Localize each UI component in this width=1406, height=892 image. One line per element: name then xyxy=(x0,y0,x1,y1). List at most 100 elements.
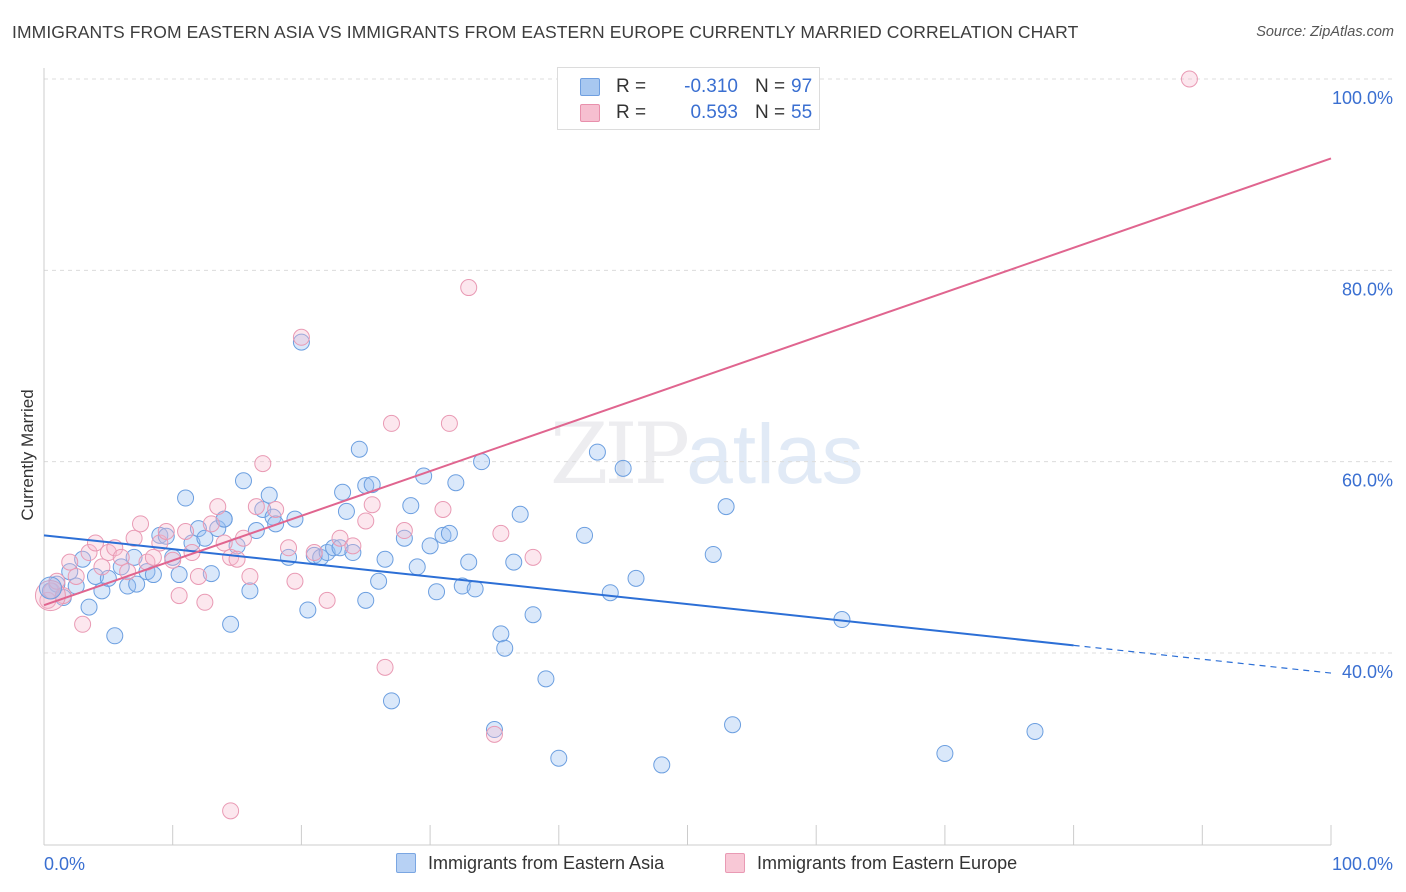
bottom-legend-swatch-blue xyxy=(396,853,416,873)
point-eastern-europe xyxy=(485,725,503,743)
point-eastern-asia xyxy=(440,524,458,542)
legend-r-label: R = xyxy=(616,102,647,123)
point-eastern-europe xyxy=(34,580,66,612)
point-eastern-asia xyxy=(466,580,484,598)
point-eastern-europe xyxy=(331,529,349,547)
point-eastern-europe xyxy=(363,496,381,514)
point-eastern-asia xyxy=(492,625,510,643)
point-eastern-asia xyxy=(86,567,104,585)
point-eastern-europe xyxy=(80,544,98,562)
point-eastern-europe xyxy=(434,501,452,518)
point-eastern-europe xyxy=(228,550,246,568)
point-eastern-europe xyxy=(61,553,79,571)
point-eastern-europe xyxy=(74,615,92,633)
point-eastern-europe xyxy=(376,658,394,676)
point-eastern-asia xyxy=(196,529,214,547)
watermark: ZIPatlas xyxy=(550,405,864,503)
point-eastern-asia xyxy=(241,582,259,600)
point-eastern-asia xyxy=(717,498,735,516)
point-eastern-asia xyxy=(453,577,471,595)
point-eastern-europe xyxy=(280,539,298,557)
point-eastern-asia xyxy=(382,692,400,710)
point-eastern-europe xyxy=(524,548,542,566)
point-eastern-asia xyxy=(511,505,529,523)
point-eastern-europe xyxy=(144,548,162,566)
point-eastern-asia xyxy=(537,670,555,688)
point-eastern-asia xyxy=(222,615,240,633)
point-eastern-asia xyxy=(370,572,388,590)
x-tick-label: 0.0% xyxy=(44,854,85,874)
point-eastern-europe xyxy=(254,455,272,473)
y-tick-label: 80.0% xyxy=(1342,279,1393,299)
point-eastern-europe xyxy=(157,523,175,541)
point-eastern-europe xyxy=(395,522,413,540)
y-tick-label: 60.0% xyxy=(1342,471,1393,491)
legend-n-label: N = xyxy=(755,76,786,97)
bottom-legend-label: Immigrants from Eastern Europe xyxy=(757,853,1018,873)
point-eastern-asia xyxy=(157,527,175,545)
point-eastern-europe xyxy=(344,537,362,555)
point-eastern-asia xyxy=(334,483,352,501)
trendline-eastern-asia-extension xyxy=(1073,644,1332,674)
point-eastern-europe xyxy=(86,534,104,552)
point-eastern-europe xyxy=(112,548,130,566)
point-eastern-asia xyxy=(350,440,368,458)
x-tick-label: 100.0% xyxy=(1332,854,1393,874)
point-eastern-asia xyxy=(170,566,188,584)
point-eastern-europe xyxy=(1180,70,1198,88)
point-eastern-europe xyxy=(460,279,478,297)
point-eastern-asia xyxy=(524,606,542,624)
point-eastern-asia xyxy=(299,601,317,619)
point-eastern-asia xyxy=(550,749,568,767)
correlation-legend: R = -0.310 N = 97 R = 0.593 N = 55 xyxy=(557,67,820,130)
point-eastern-asia xyxy=(428,583,446,601)
point-eastern-europe xyxy=(202,515,220,533)
point-eastern-asia xyxy=(460,553,478,571)
point-eastern-asia xyxy=(128,575,146,593)
point-eastern-asia xyxy=(234,472,252,490)
point-eastern-asia xyxy=(292,333,310,351)
legend-n-value: 55 xyxy=(791,102,813,123)
point-eastern-europe xyxy=(382,414,400,432)
point-eastern-europe xyxy=(286,572,304,590)
point-eastern-asia xyxy=(325,539,343,557)
bottom-legend-swatch-pink xyxy=(725,853,745,873)
watermark-atlas: atlas xyxy=(686,407,864,501)
point-eastern-asia xyxy=(408,558,426,576)
point-eastern-europe xyxy=(67,567,85,585)
point-eastern-europe xyxy=(209,498,227,516)
point-eastern-asia xyxy=(402,497,420,515)
point-eastern-europe xyxy=(222,548,240,566)
point-eastern-asia xyxy=(496,639,514,657)
point-eastern-asia xyxy=(421,537,439,555)
legend-swatch-blue xyxy=(580,78,600,96)
point-eastern-europe xyxy=(267,501,285,518)
point-eastern-asia xyxy=(363,476,381,494)
point-eastern-asia xyxy=(260,486,278,504)
point-eastern-europe xyxy=(189,567,207,585)
point-eastern-europe xyxy=(492,524,510,542)
point-eastern-asia xyxy=(936,744,954,762)
point-eastern-europe xyxy=(440,414,458,432)
point-eastern-europe xyxy=(93,558,111,576)
point-eastern-asia xyxy=(125,548,143,566)
point-eastern-asia xyxy=(106,627,124,645)
point-eastern-asia xyxy=(614,459,632,477)
point-eastern-asia xyxy=(376,550,394,568)
legend-r-label: R = xyxy=(616,76,647,97)
point-eastern-europe xyxy=(292,328,310,346)
legend-r-value: -0.310 xyxy=(684,76,738,97)
y-axis-label: Currently Married xyxy=(18,389,37,521)
point-eastern-asia xyxy=(447,474,465,492)
point-eastern-asia xyxy=(344,544,362,562)
chart-title: IMMIGRANTS FROM EASTERN ASIA VS IMMIGRAN… xyxy=(12,22,1079,42)
y-tick-label: 100.0% xyxy=(1332,88,1393,108)
point-eastern-asia xyxy=(485,721,503,739)
point-eastern-asia xyxy=(331,539,349,557)
point-eastern-asia xyxy=(627,569,645,587)
point-eastern-asia xyxy=(505,553,523,571)
point-eastern-europe xyxy=(318,591,336,609)
point-eastern-asia xyxy=(189,520,207,538)
point-eastern-asia xyxy=(80,598,98,616)
